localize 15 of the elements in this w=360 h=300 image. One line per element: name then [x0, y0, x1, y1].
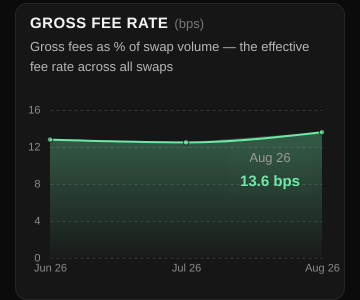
chart-subtitle: Gross fees as % of swap volume — the effective fee rate across all swaps	[30, 38, 310, 76]
point	[182, 139, 190, 146]
x-tick-label: Aug 26	[305, 262, 340, 274]
annotation: Aug 26	[249, 150, 291, 166]
point	[46, 136, 54, 143]
y-tick-label: 0	[34, 252, 40, 264]
y-tick-label: 4	[34, 216, 40, 228]
text: (bps)	[174, 16, 204, 31]
x-tick-label: Jul 26	[172, 262, 202, 274]
x-tick-label: Jun 26	[34, 262, 68, 274]
chart-title: GROSS FEE RATE	[30, 15, 168, 32]
data-label: 13.6 bps	[240, 173, 300, 190]
y-tick-label: 8	[34, 178, 40, 190]
y-tick-label: 16	[28, 104, 40, 116]
y-tick-label: 12	[28, 142, 40, 154]
